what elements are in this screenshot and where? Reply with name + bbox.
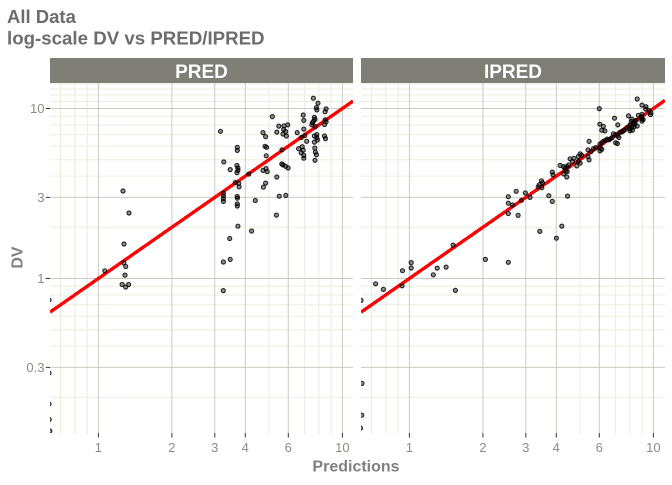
svg-text:3: 3 [211,440,218,455]
svg-text:10: 10 [30,101,44,116]
svg-text:6: 6 [596,440,603,455]
svg-text:0.3: 0.3 [26,360,44,375]
svg-text:Predictions: Predictions [312,459,399,476]
svg-text:6: 6 [285,440,292,455]
svg-text:4: 4 [553,440,560,455]
svg-text:log-scale DV vs PRED/IPRED: log-scale DV vs PRED/IPRED [7,28,265,49]
svg-text:2: 2 [479,440,486,455]
svg-text:10: 10 [335,440,349,455]
svg-text:All Data: All Data [7,6,77,27]
svg-text:1: 1 [95,440,102,455]
svg-text:DV: DV [10,246,27,269]
svg-text:4: 4 [242,440,249,455]
svg-text:IPRED: IPRED [484,62,542,83]
svg-text:1: 1 [406,440,413,455]
svg-text:10: 10 [646,440,660,455]
svg-text:1: 1 [37,271,44,286]
svg-text:3: 3 [522,440,529,455]
svg-text:3: 3 [37,190,44,205]
svg-text:2: 2 [168,440,175,455]
svg-text:PRED: PRED [175,62,228,83]
